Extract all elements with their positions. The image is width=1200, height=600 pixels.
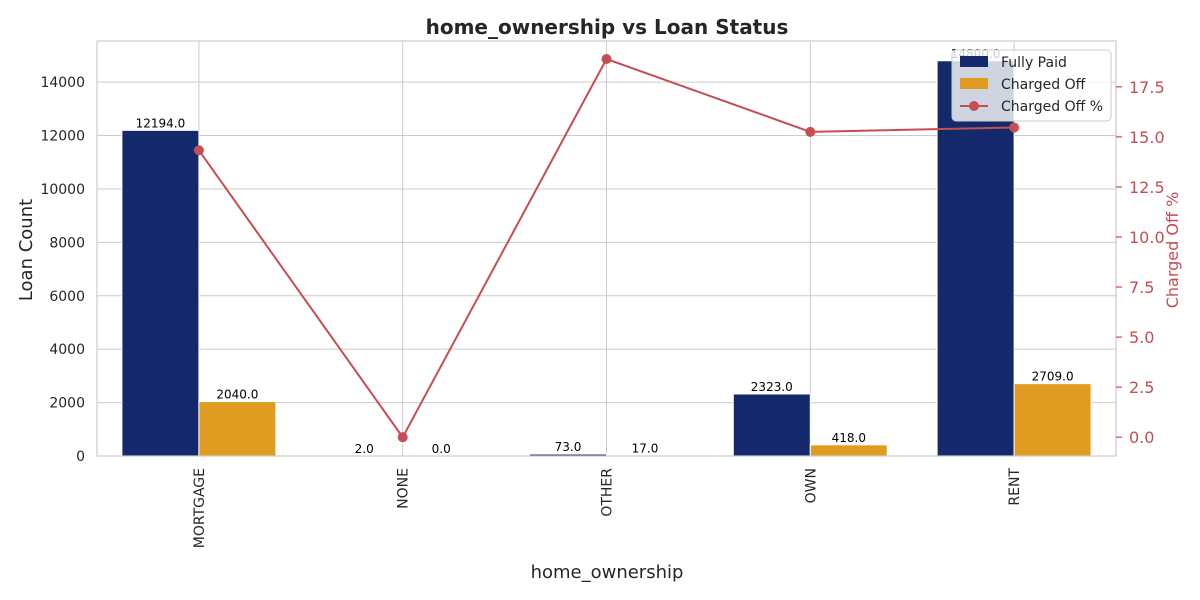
legend-swatch-fully-paid [960,56,988,67]
bar-value-label: 73.0 [555,440,582,454]
bar-value-label: 2323.0 [751,380,793,394]
y2-tick-label: 12.5 [1129,178,1165,197]
legend-label-charged-off: Charged Off [1001,77,1086,93]
bar-fully-paid [732,393,811,457]
bar-value-label: 17.0 [632,442,659,456]
bar-charged-off [809,444,888,457]
y-tick-label: 14000 [40,75,85,91]
y2-tick-label: 5.0 [1129,328,1154,347]
legend-label-charged-off-pct: Charged Off % [1001,99,1103,115]
legend-box [951,49,1112,122]
y-tick-label: 8000 [49,235,85,251]
y-axis-label: Loan Count [16,199,37,301]
bar-charged-off [1013,383,1092,457]
x-tick-label: OWN [803,468,819,503]
plot-frame [96,40,1117,457]
bar-value-label: 0.0 [432,442,451,456]
y-tick-label: 2000 [49,396,85,412]
x-axis-label: home_ownership [531,562,684,583]
charged-off-pct-point [193,145,204,156]
y-tick-label: 12000 [40,129,85,145]
y-tick-label: 4000 [49,342,85,358]
bar-value-label: 2.0 [355,442,374,456]
y-tick-label: 10000 [40,182,85,198]
y2-tick-label: 0.0 [1129,428,1154,447]
x-tick-label: OTHER [600,468,616,517]
y-tick-label: 0 [76,449,85,465]
legend-marker-charged-off-pct [969,101,979,111]
bar-charged-off [198,401,277,457]
y2-tick-label: 15.0 [1129,128,1165,147]
y2-axis-label: Charged Off % [1163,192,1182,309]
y2-tick-label: 7.5 [1129,278,1154,297]
x-tick-label: RENT [1007,468,1023,506]
y-tick-label: 6000 [49,289,85,305]
charged-off-pct-point [1009,122,1020,133]
y2-tick-label: 10.0 [1129,228,1165,247]
chart-title: home_ownership vs Loan Status [426,15,789,39]
charged-off-pct-point [805,126,816,137]
charged-off-pct-point [601,54,612,65]
bar-value-label: 12194.0 [136,116,186,130]
y2-tick-label: 17.5 [1129,78,1165,97]
bar-value-label: 2040.0 [216,388,258,402]
y2-tick-label: 2.5 [1129,378,1154,397]
bar-value-label: 2709.0 [1032,370,1074,384]
bar-value-label: 418.0 [832,431,866,445]
bar-fully-paid [121,129,200,457]
charged-off-pct-point [397,432,408,443]
x-tick-label: MORTGAGE [192,468,208,548]
x-tick-label: NONE [396,468,412,509]
legend-swatch-charged-off [960,78,988,89]
legend-label-fully-paid: Fully Paid [1001,55,1067,71]
